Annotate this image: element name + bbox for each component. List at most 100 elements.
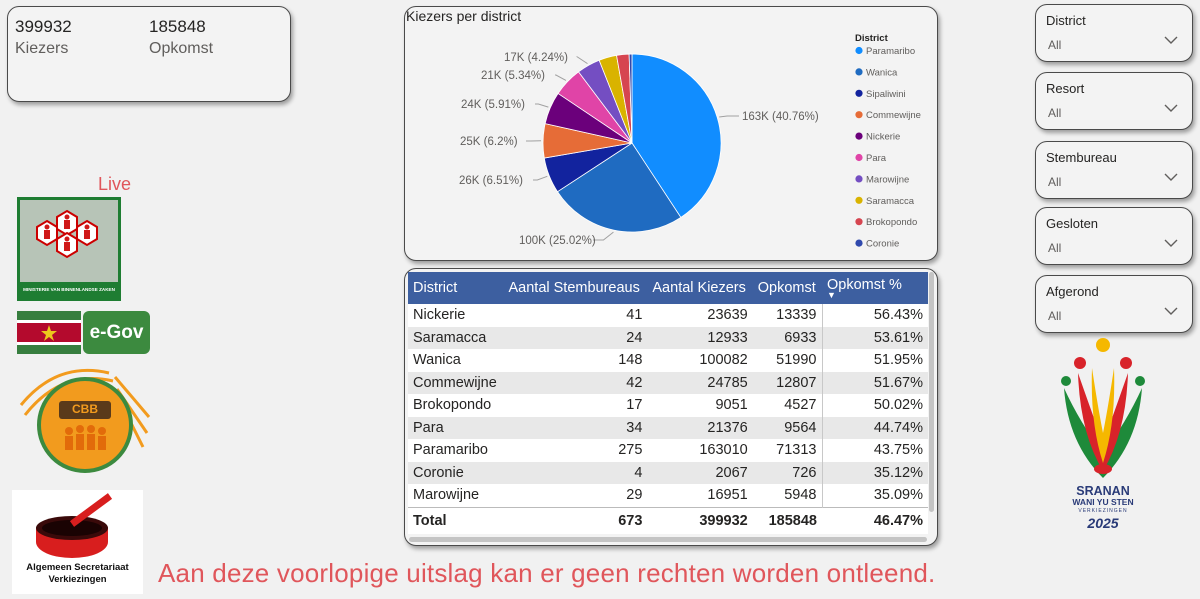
chevron-down-icon[interactable] bbox=[1164, 172, 1178, 182]
legend-marker[interactable] bbox=[855, 218, 862, 225]
pie-leader-line bbox=[555, 75, 566, 80]
cell-opkomst: 51990 bbox=[753, 349, 822, 372]
total-opkomst-pct: 46.47% bbox=[822, 507, 928, 534]
cell-opkomst: 13339 bbox=[753, 304, 822, 327]
slicer-title: Gesloten bbox=[1046, 216, 1098, 231]
header-opkomst[interactable]: Opkomst bbox=[753, 272, 822, 304]
asv-text-line1: Algemeen Secretariaat bbox=[12, 562, 143, 573]
slicer-value[interactable]: All bbox=[1048, 309, 1061, 323]
cell-opkomst-pct: 53.61% bbox=[822, 327, 928, 350]
header-kiezers[interactable]: Aantal Kiezers bbox=[647, 272, 752, 304]
pie-leader-line bbox=[593, 232, 613, 240]
election-logo-line1: SRANAN bbox=[1058, 484, 1148, 498]
cell-kiezers: 16951 bbox=[647, 484, 752, 507]
cell-stembureaus: 34 bbox=[503, 417, 647, 440]
legend-marker[interactable] bbox=[855, 111, 862, 118]
slicer-stembureau[interactable]: Stembureau All bbox=[1035, 141, 1193, 199]
cell-kiezers: 163010 bbox=[647, 439, 752, 462]
cell-kiezers: 100082 bbox=[647, 349, 752, 372]
ministry-logo: MINISTERIE VAN BINNENLANDSE ZAKEN bbox=[17, 197, 121, 301]
voters-label: Kiezers bbox=[15, 40, 68, 58]
legend-marker[interactable] bbox=[855, 90, 862, 97]
legend-marker[interactable] bbox=[855, 133, 862, 140]
election-logo: SRANAN WANI YU STEN VERKIEZINGEN 2025 bbox=[1058, 333, 1148, 538]
cell-opkomst-pct: 56.43% bbox=[822, 304, 928, 327]
cell-district: Paramaribo bbox=[408, 439, 503, 462]
pie-chart[interactable]: 163K (40.76%)100K (25.02%)26K (6.51%)25K… bbox=[404, 6, 938, 261]
chevron-down-icon[interactable] bbox=[1164, 35, 1178, 45]
slicer-value[interactable]: All bbox=[1048, 175, 1061, 189]
election-emblem-icon bbox=[1058, 333, 1148, 483]
legend-item-coronie[interactable]: Coronie bbox=[866, 239, 899, 250]
cbb-text: CBB bbox=[59, 402, 111, 416]
cell-district: Commewijne bbox=[408, 372, 503, 395]
pie-leader-line bbox=[577, 57, 587, 64]
legend-item-wanica[interactable]: Wanica bbox=[866, 67, 898, 78]
cell-district: Para bbox=[408, 417, 503, 440]
pie-data-label: 24K (5.91%) bbox=[461, 99, 525, 111]
legend-item-marowijne[interactable]: Marowijne bbox=[866, 174, 909, 185]
slicer-value[interactable]: All bbox=[1048, 38, 1061, 52]
header-stembureaus[interactable]: Aantal Stembureaus bbox=[503, 272, 647, 304]
ministry-logo-text: MINISTERIE VAN BINNENLANDSE ZAKEN bbox=[19, 287, 119, 292]
chevron-down-icon[interactable] bbox=[1164, 238, 1178, 248]
legend-item-nickerie[interactable]: Nickerie bbox=[866, 132, 900, 143]
ministry-emblem-icon bbox=[17, 197, 121, 301]
pie-data-label: 26K (6.51%) bbox=[459, 175, 523, 187]
pie-data-label: 21K (5.34%) bbox=[481, 70, 545, 82]
legend-item-paramaribo[interactable]: Paramaribo bbox=[866, 46, 915, 57]
legend-marker[interactable] bbox=[855, 47, 862, 54]
legend-title: District bbox=[855, 33, 889, 44]
legend-marker[interactable] bbox=[855, 175, 862, 182]
slicer-district[interactable]: District All bbox=[1035, 4, 1193, 62]
cell-opkomst: 726 bbox=[753, 462, 822, 485]
legend-marker[interactable] bbox=[855, 197, 862, 204]
cell-opkomst-pct: 51.95% bbox=[822, 349, 928, 372]
district-table[interactable]: District Aantal Stembureaus Aantal Kieze… bbox=[408, 272, 928, 534]
legend-item-para[interactable]: Para bbox=[866, 153, 887, 164]
cell-district: Wanica bbox=[408, 349, 503, 372]
header-district[interactable]: District bbox=[408, 272, 503, 304]
horizontal-scrollbar[interactable] bbox=[409, 537, 927, 542]
cell-stembureaus: 29 bbox=[503, 484, 647, 507]
cell-opkomst-pct: 50.02% bbox=[822, 394, 928, 417]
legend-item-brokopondo[interactable]: Brokopondo bbox=[866, 217, 917, 228]
slicer-gesloten[interactable]: Gesloten All bbox=[1035, 207, 1193, 265]
legend-item-commewijne[interactable]: Commewijne bbox=[866, 110, 921, 121]
slicer-value[interactable]: All bbox=[1048, 106, 1061, 120]
cell-stembureaus: 148 bbox=[503, 349, 647, 372]
cbb-emblem-icon bbox=[17, 363, 153, 475]
chevron-down-icon[interactable] bbox=[1164, 103, 1178, 113]
vertical-scrollbar[interactable] bbox=[929, 272, 934, 512]
pie-data-label: 100K (25.02%) bbox=[519, 235, 596, 247]
legend-marker[interactable] bbox=[855, 68, 862, 75]
cell-opkomst-pct: 51.67% bbox=[822, 372, 928, 395]
legend-item-saramacca[interactable]: Saramacca bbox=[866, 196, 915, 207]
kpi-card: 399932 Kiezers 185848 Opkomst bbox=[7, 6, 291, 102]
slicer-resort[interactable]: Resort All bbox=[1035, 72, 1193, 130]
legend-marker[interactable] bbox=[855, 240, 862, 247]
chevron-down-icon[interactable] bbox=[1164, 306, 1178, 316]
slicer-afgerond[interactable]: Afgerond All bbox=[1035, 275, 1193, 333]
slicer-title: Afgerond bbox=[1046, 284, 1099, 299]
cell-stembureaus: 24 bbox=[503, 327, 647, 350]
pie-data-label: 17K (4.24%) bbox=[504, 52, 568, 64]
legend-marker[interactable] bbox=[855, 154, 862, 161]
total-kiezers: 399932 bbox=[647, 507, 752, 534]
header-opkomst-pct[interactable]: Opkomst % ▼ bbox=[822, 272, 928, 304]
turnout-value: 185848 bbox=[149, 17, 206, 37]
legend-item-sipaliwini[interactable]: Sipaliwini bbox=[866, 89, 906, 100]
slicer-value[interactable]: All bbox=[1048, 241, 1061, 255]
pie-leader-line bbox=[719, 116, 739, 117]
total-label: Total bbox=[408, 507, 503, 534]
cell-opkomst-pct: 44.74% bbox=[822, 417, 928, 440]
